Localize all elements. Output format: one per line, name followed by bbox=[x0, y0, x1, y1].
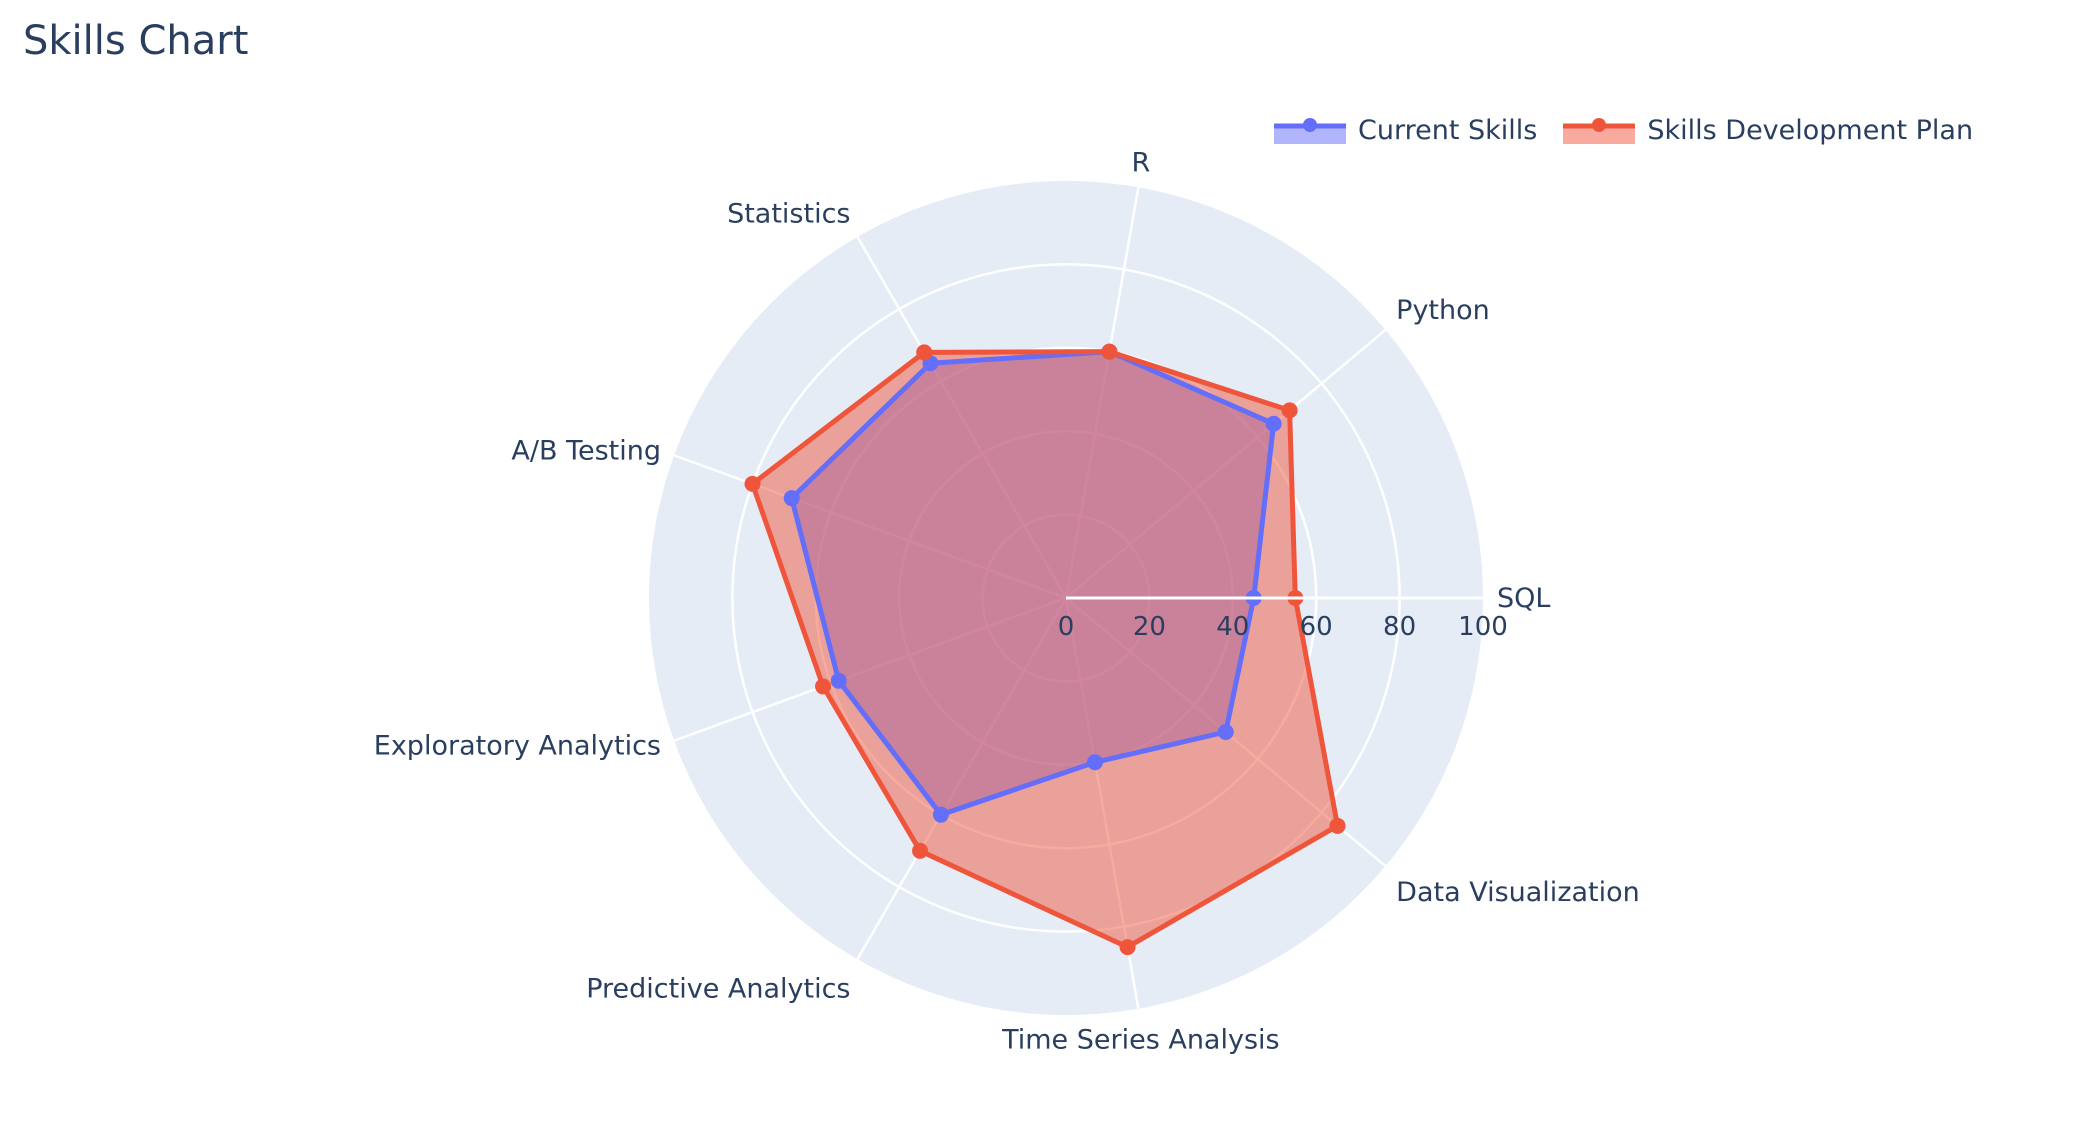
angular-axis-labels: SQL Python R Statistics A/B Testing Explorato… bbox=[374, 148, 1640, 1056]
data-point[interactable] bbox=[830, 672, 847, 689]
chart-title: Skills Chart bbox=[23, 18, 249, 64]
radial-tick-label: 60 bbox=[1300, 612, 1333, 642]
axis-label: Predictive Analytics bbox=[586, 973, 850, 1004]
data-point[interactable] bbox=[912, 842, 929, 859]
radial-tick-label: 0 bbox=[1058, 612, 1075, 642]
legend: Current Skills Skills Development Plan bbox=[1272, 112, 1997, 148]
axis-label: Data Visualization bbox=[1396, 877, 1640, 908]
axis-label: SQL bbox=[1497, 583, 1550, 614]
data-point[interactable] bbox=[783, 490, 800, 507]
data-point[interactable] bbox=[1217, 724, 1234, 741]
trace-fill bbox=[752, 351, 1338, 948]
legend-item-current-skills[interactable]: Current Skills bbox=[1272, 112, 1537, 148]
legend-label: Current Skills bbox=[1358, 114, 1538, 146]
axis-label: R bbox=[1131, 148, 1150, 179]
data-point[interactable] bbox=[1329, 817, 1346, 834]
data-point[interactable] bbox=[1265, 415, 1282, 432]
legend-swatch-current-skills-icon bbox=[1274, 118, 1346, 144]
radial-tick-label: 100 bbox=[1458, 612, 1508, 642]
radial-tick-label: 80 bbox=[1383, 612, 1416, 642]
axis-label: Python bbox=[1396, 295, 1490, 326]
axis-label: Statistics bbox=[727, 199, 850, 230]
data-point[interactable] bbox=[932, 806, 949, 823]
radial-tick-label: 20 bbox=[1133, 612, 1166, 642]
trace-line bbox=[789, 349, 1277, 818]
data-point[interactable] bbox=[916, 344, 933, 361]
data-point[interactable] bbox=[815, 678, 832, 695]
data-point[interactable] bbox=[1281, 402, 1298, 419]
data-point[interactable] bbox=[1119, 939, 1136, 956]
data-point[interactable] bbox=[744, 475, 761, 492]
traces bbox=[744, 343, 1483, 956]
trace-line bbox=[750, 349, 1340, 950]
radial-tick-labels: 0 20 40 60 80 100 bbox=[1058, 612, 1508, 642]
axis-label: A/B Testing bbox=[511, 436, 661, 467]
axis-label: Exploratory Analytics bbox=[374, 730, 661, 761]
data-point[interactable] bbox=[1086, 754, 1103, 771]
axis-label: Time Series Analysis bbox=[1001, 1024, 1280, 1055]
data-point[interactable] bbox=[1101, 343, 1118, 360]
legend-item-skills-development-plan[interactable]: Skills Development Plan bbox=[1561, 112, 1973, 148]
radial-tick-label: 40 bbox=[1216, 612, 1249, 642]
legend-label: Skills Development Plan bbox=[1647, 114, 1974, 146]
legend-swatch-development-plan-icon bbox=[1563, 118, 1636, 144]
